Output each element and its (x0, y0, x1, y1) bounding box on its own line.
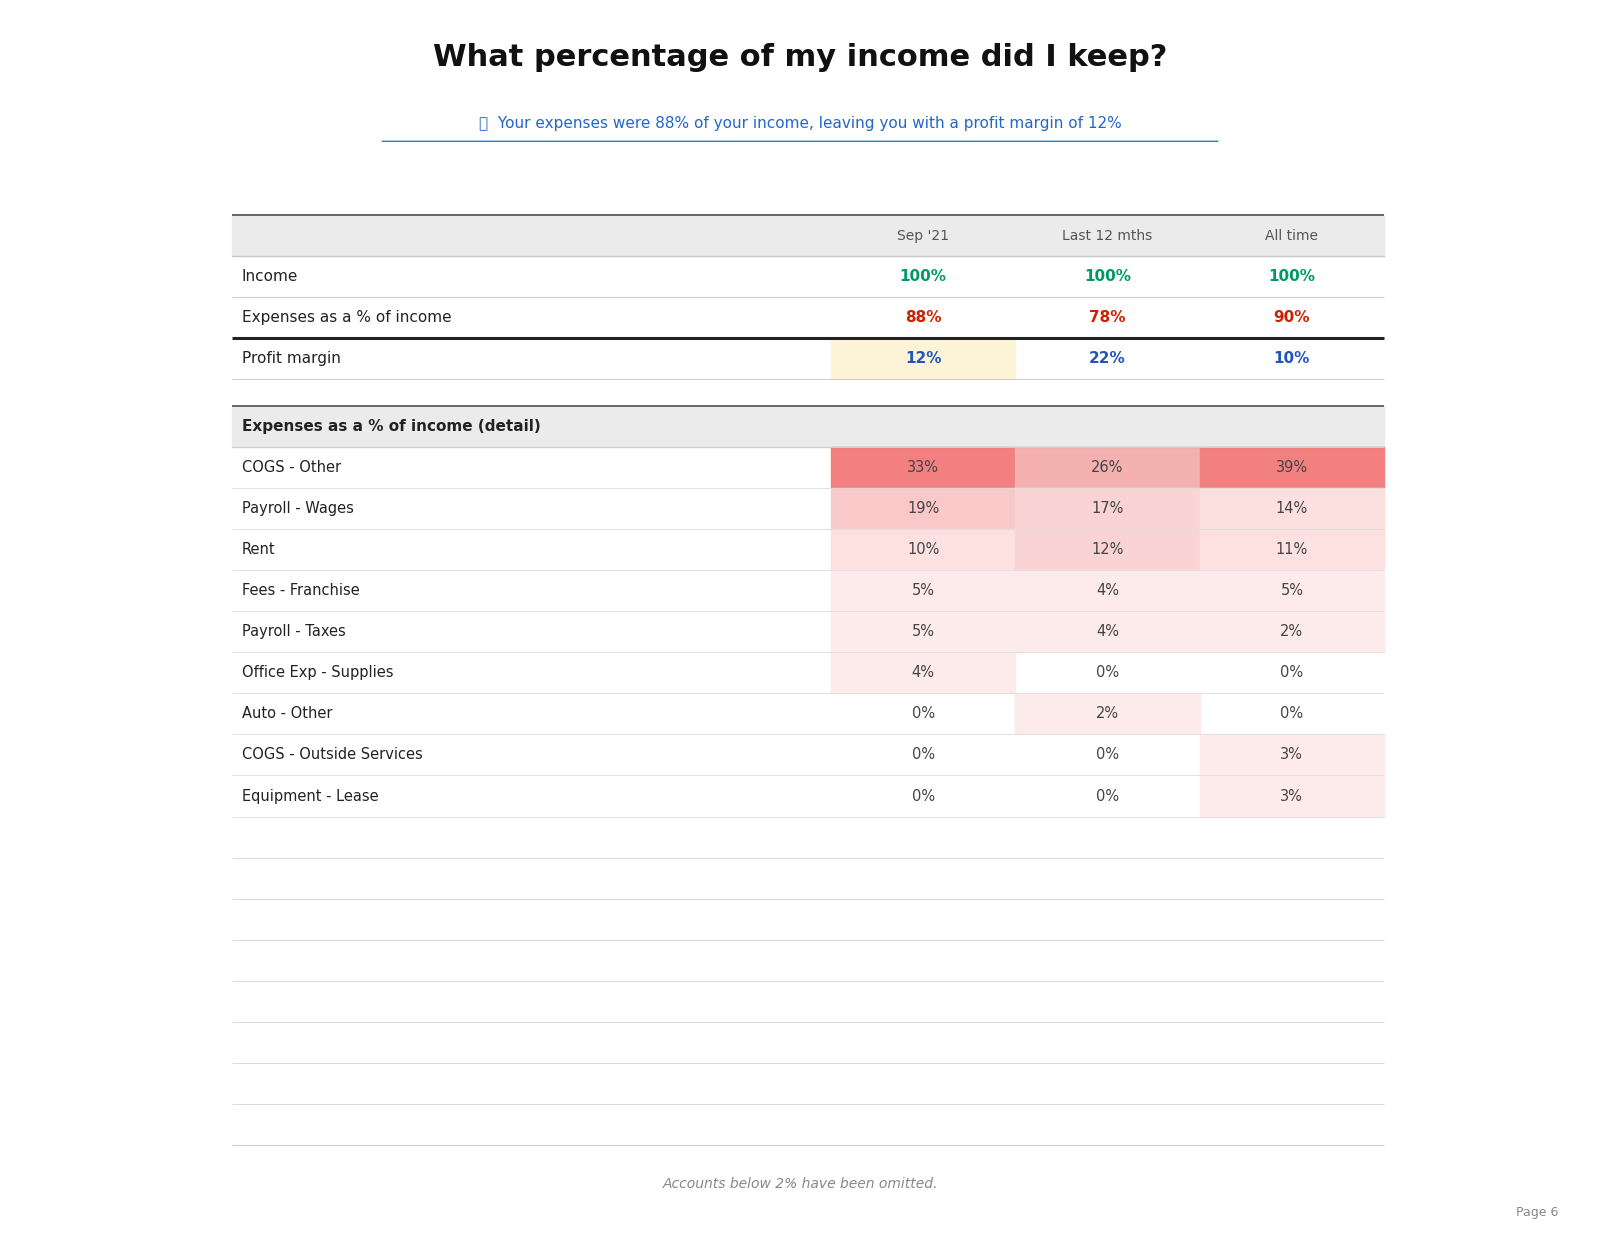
Text: All time: All time (1266, 229, 1318, 242)
Text: 5%: 5% (912, 624, 934, 639)
Text: 100%: 100% (899, 269, 947, 284)
Text: Page 6: Page 6 (1517, 1206, 1558, 1219)
Text: 14%: 14% (1275, 501, 1307, 517)
Text: 10%: 10% (1274, 351, 1310, 366)
Bar (830, 447, 1016, 488)
Text: 4%: 4% (1096, 583, 1118, 598)
Text: 39%: 39% (1275, 460, 1307, 475)
Text: Equipment - Lease: Equipment - Lease (242, 789, 378, 803)
Text: Sep '21: Sep '21 (898, 229, 949, 242)
Text: 2%: 2% (1280, 624, 1304, 639)
Text: 3%: 3% (1280, 748, 1304, 763)
Bar (830, 653, 1016, 693)
Text: Payroll - Taxes: Payroll - Taxes (242, 624, 346, 639)
Text: 19%: 19% (907, 501, 939, 517)
Bar (1200, 529, 1384, 570)
Bar (830, 339, 1016, 379)
Bar (1016, 488, 1200, 529)
Text: Fees - Franchise: Fees - Franchise (242, 583, 360, 598)
Bar (1200, 570, 1384, 612)
Text: 0%: 0% (912, 789, 934, 803)
Text: 5%: 5% (1280, 583, 1304, 598)
Text: 10%: 10% (907, 543, 939, 557)
Bar (1200, 488, 1384, 529)
Text: 2%: 2% (1096, 707, 1118, 722)
Text: COGS - Outside Services: COGS - Outside Services (242, 748, 422, 763)
Text: Accounts below 2% have been omitted.: Accounts below 2% have been omitted. (662, 1177, 938, 1192)
Text: Office Exp - Supplies: Office Exp - Supplies (242, 665, 394, 680)
Bar (830, 570, 1016, 612)
Text: 33%: 33% (907, 460, 939, 475)
Text: 0%: 0% (912, 707, 934, 722)
Text: Expenses as a % of income (detail): Expenses as a % of income (detail) (242, 419, 541, 434)
Bar (1200, 775, 1384, 817)
Text: 4%: 4% (1096, 624, 1118, 639)
Bar (232, 215, 1384, 256)
Text: What percentage of my income did I keep?: What percentage of my income did I keep? (434, 43, 1166, 72)
Text: 0%: 0% (912, 748, 934, 763)
Text: 0%: 0% (1096, 748, 1118, 763)
Bar (1016, 570, 1200, 612)
Bar (1200, 612, 1384, 653)
Bar (830, 488, 1016, 529)
Bar (1200, 734, 1384, 775)
Bar (232, 407, 1384, 447)
Text: Last 12 mths: Last 12 mths (1062, 229, 1152, 242)
Bar (1016, 529, 1200, 570)
Text: 100%: 100% (1269, 269, 1315, 284)
Text: 0%: 0% (1280, 665, 1304, 680)
Text: 88%: 88% (906, 310, 941, 325)
Bar (1200, 447, 1384, 488)
Text: 90%: 90% (1274, 310, 1310, 325)
Bar (830, 529, 1016, 570)
Text: 12%: 12% (1091, 543, 1123, 557)
Text: 5%: 5% (912, 583, 934, 598)
Text: 💡  Your expenses were 88% of your income, leaving you with a profit margin of 12: 💡 Your expenses were 88% of your income,… (478, 116, 1122, 131)
Text: Expenses as a % of income: Expenses as a % of income (242, 310, 451, 325)
Text: COGS - Other: COGS - Other (242, 460, 341, 475)
Text: Auto - Other: Auto - Other (242, 707, 333, 722)
Text: 22%: 22% (1090, 351, 1126, 366)
Text: Profit margin: Profit margin (242, 351, 341, 366)
Bar (1016, 447, 1200, 488)
Text: 3%: 3% (1280, 789, 1304, 803)
Text: 26%: 26% (1091, 460, 1123, 475)
Text: 0%: 0% (1096, 665, 1118, 680)
Text: Rent: Rent (242, 543, 275, 557)
Text: 12%: 12% (906, 351, 941, 366)
Text: 4%: 4% (912, 665, 934, 680)
Bar (1016, 693, 1200, 734)
Bar (1016, 612, 1200, 653)
Text: 11%: 11% (1275, 543, 1307, 557)
Text: Income: Income (242, 269, 298, 284)
Text: 78%: 78% (1090, 310, 1126, 325)
Text: 17%: 17% (1091, 501, 1123, 517)
Text: 100%: 100% (1085, 269, 1131, 284)
Text: 0%: 0% (1096, 789, 1118, 803)
Text: Payroll - Wages: Payroll - Wages (242, 501, 354, 517)
Text: 0%: 0% (1280, 707, 1304, 722)
Bar (830, 612, 1016, 653)
